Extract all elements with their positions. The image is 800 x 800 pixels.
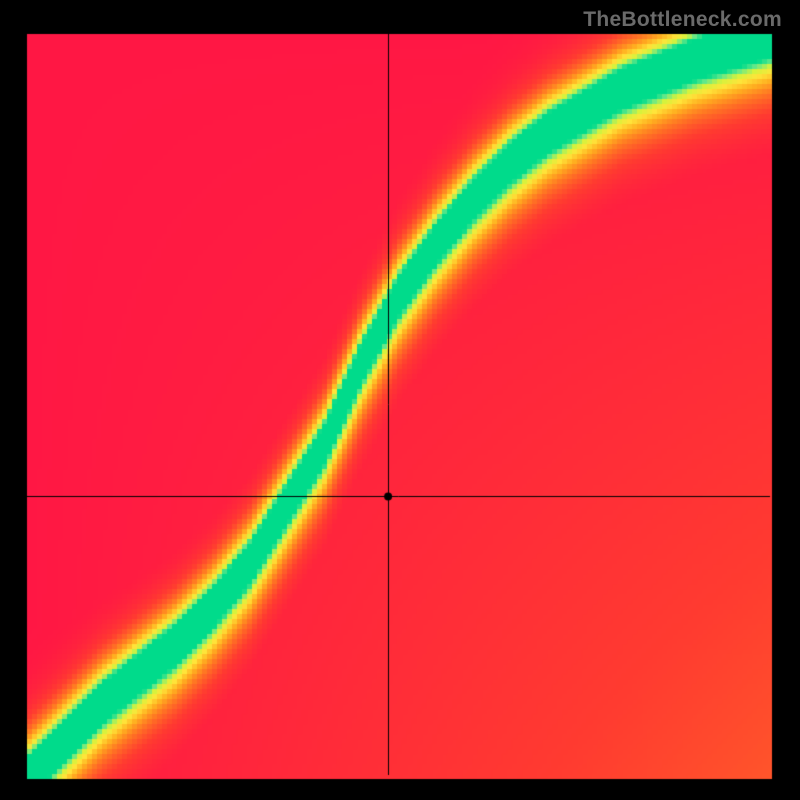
gradient-field-canvas <box>0 0 800 800</box>
chart-container: TheBottleneck.com <box>0 0 800 800</box>
watermark-text: TheBottleneck.com <box>583 8 782 32</box>
